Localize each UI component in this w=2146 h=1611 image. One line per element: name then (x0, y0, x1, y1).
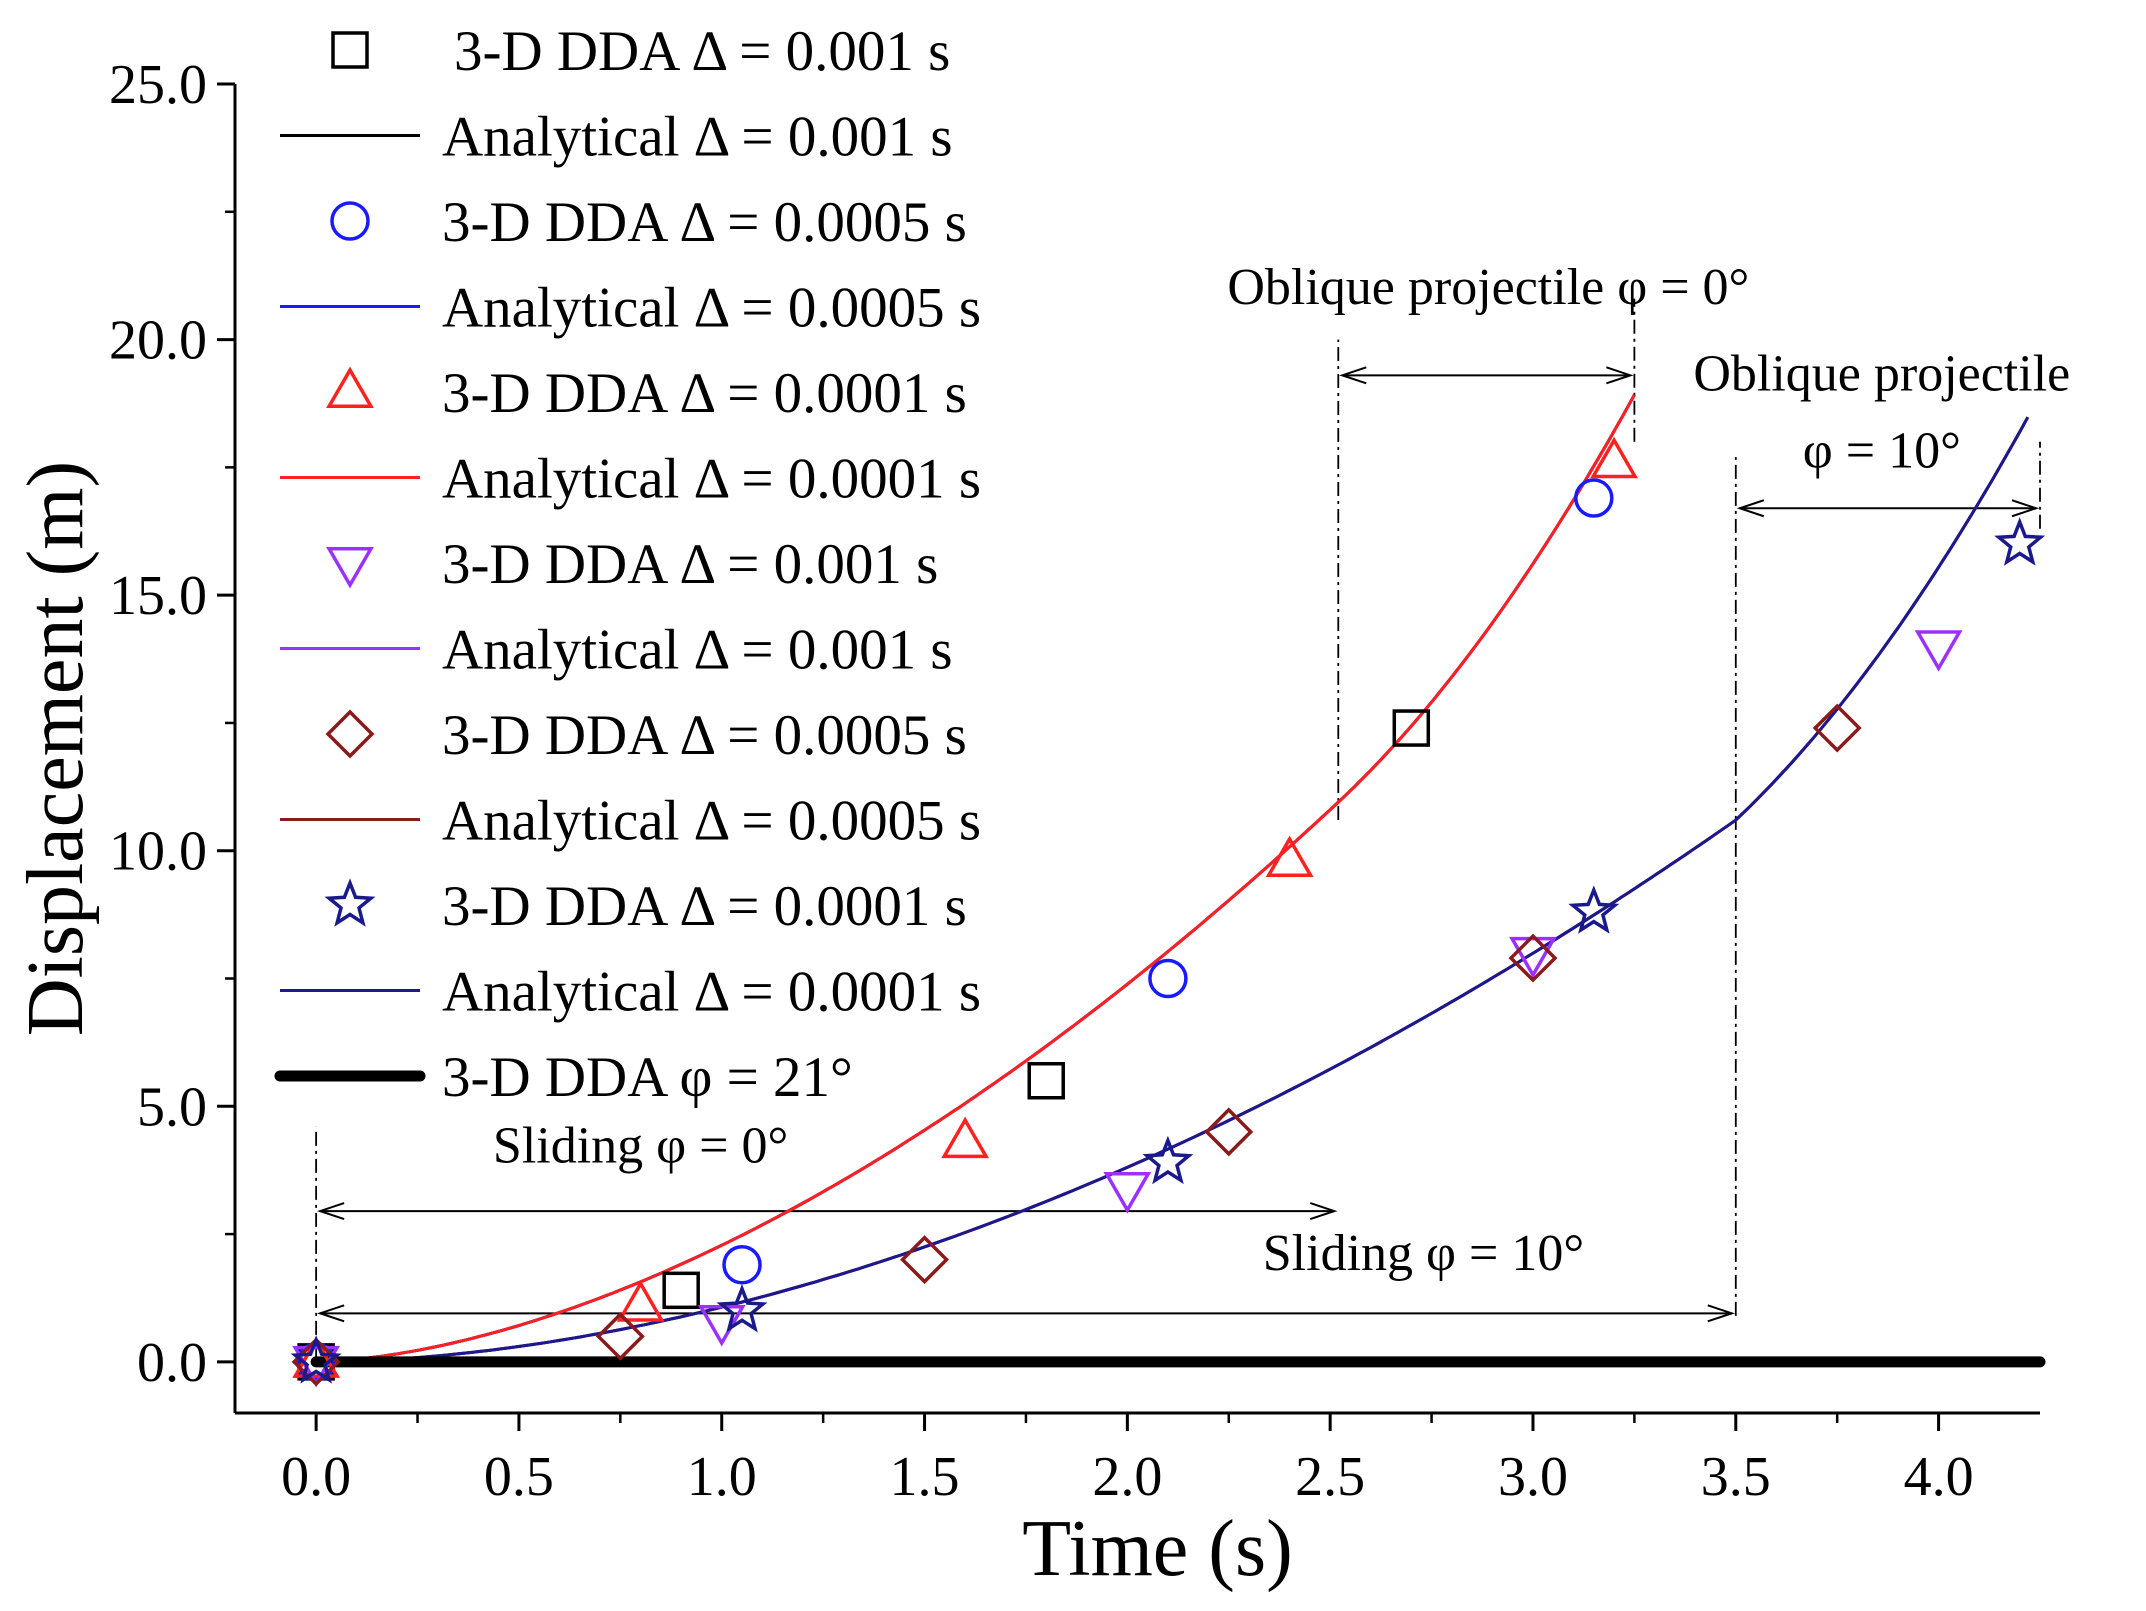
series-4-point (1265, 835, 1314, 878)
x-tick-label: 4.0 (1904, 1446, 1974, 1508)
series-6-point (1914, 630, 1963, 672)
legend-label-6: 3-D DDA Δ = 0.001 s (442, 533, 938, 596)
series-line-5 (316, 394, 1636, 1364)
legend-label-11: Analytical Δ = 0.0001 s (442, 961, 981, 1024)
series-4-point (292, 1336, 341, 1378)
x-tick-label: 2.5 (1295, 1446, 1365, 1508)
legend-marker-2 (330, 201, 370, 241)
series-6-point (1103, 1172, 1152, 1214)
legend-label-12: 3-D DDA φ = 21° (442, 1046, 853, 1109)
arrow-head (1736, 499, 1765, 518)
annotation-label-1: Sliding φ = 10° (1263, 1225, 1584, 1282)
series-8-point (1508, 933, 1558, 983)
series-4-point (616, 1280, 665, 1322)
annotation-layer: Sliding φ = 0° Sliding φ = 10° Oblique pro… (315, 259, 2070, 1362)
y-tick-label: 5.0 (137, 1076, 207, 1138)
arrow-head (2011, 499, 2040, 518)
annotation-label-4: φ = 10° (1803, 422, 1961, 479)
series-0-point (1027, 1062, 1065, 1100)
series-0-point (1392, 709, 1431, 747)
annotation-label-0: Sliding φ = 0° (493, 1118, 788, 1175)
series-4-point (941, 1116, 990, 1159)
x-tick-label: 1.0 (687, 1446, 757, 1508)
series-0-point (662, 1271, 700, 1310)
series-8-point (1204, 1107, 1254, 1157)
arrow-head (316, 1304, 345, 1323)
y-tick-label: 25.0 (109, 54, 207, 116)
legend-marker-8 (325, 709, 375, 759)
legend-marker-0 (331, 31, 369, 69)
y-tick-label: 20.0 (109, 310, 207, 372)
y-axis-title: Displacement (m) (12, 461, 100, 1036)
markers-layer (290, 436, 2046, 1388)
legend-label-7: Analytical Δ = 0.001 s (442, 619, 953, 682)
arrow-head (1606, 366, 1634, 385)
axes-layer: 0.0 0.5 1.0 1.5 2.0 2.5 3.0 3.5 4.0 0.0 5.0 10.0 15.… (12, 54, 2040, 1593)
legend-label-5: Analytical Δ = 0.0001 s (442, 448, 981, 511)
legend-label-10: 3-D DDA Δ = 0.0001 s (442, 875, 967, 938)
series-8-point (1812, 703, 1862, 753)
series-2-point (1574, 478, 1614, 518)
legend-label-2: 3-D DDA Δ = 0.0005 s (442, 191, 967, 254)
arrow-head (316, 1202, 345, 1221)
legend-marker-4 (326, 366, 374, 409)
series-10-point (716, 1284, 768, 1333)
legend-label-3: Analytical Δ = 0.0005 s (442, 277, 981, 340)
x-tick-label: 3.5 (1701, 1446, 1771, 1508)
arrow-head (1339, 366, 1367, 385)
y-tick-label: 10.0 (109, 821, 207, 883)
series-4-point (1590, 436, 1639, 479)
legend-label-9: Analytical Δ = 0.0005 s (442, 790, 981, 853)
legend: 3-D DDA Δ = 0.001 s Analytical Δ = 0.001 … (274, 20, 981, 1109)
legend-label-0: 3-D DDA Δ = 0.001 s (454, 20, 950, 83)
legend-label-4: 3-D DDA Δ = 0.0001 s (442, 362, 967, 425)
legend-marker-10 (324, 878, 376, 927)
series-2-point (722, 1245, 762, 1285)
x-axis-title: Time (s) (1022, 1505, 1292, 1593)
series-8-point (900, 1235, 950, 1285)
annotation-label-2: Oblique projectile φ = 0° (1227, 259, 1749, 316)
y-tick-label: 0.0 (137, 1332, 207, 1394)
annotation-label-3: Oblique projectile (1693, 346, 2070, 403)
x-tick-label: 0.5 (484, 1446, 554, 1508)
arrow-head (1707, 1304, 1735, 1323)
x-tick-label: 1.5 (890, 1446, 960, 1508)
x-tick-label: 0.0 (281, 1446, 351, 1508)
x-tick-label: 3.0 (1498, 1446, 1568, 1508)
series-6-point (1509, 936, 1557, 979)
series-8-point (595, 1311, 645, 1361)
series-10-point (290, 1335, 342, 1384)
series-10-point (1568, 885, 1620, 934)
x-tick-label: 2.0 (1092, 1446, 1162, 1508)
legend-label-8: 3-D DDA Δ = 0.0005 s (442, 704, 967, 767)
y-tick-label: 15.0 (109, 565, 207, 627)
series-2-point (1148, 958, 1188, 999)
legend-label-1: Analytical Δ = 0.001 s (442, 106, 953, 169)
series-10-point (1142, 1135, 1194, 1185)
series-10-point (1994, 517, 2046, 566)
legend-marker-6 (326, 546, 374, 589)
arrow-head (1309, 1202, 1338, 1221)
